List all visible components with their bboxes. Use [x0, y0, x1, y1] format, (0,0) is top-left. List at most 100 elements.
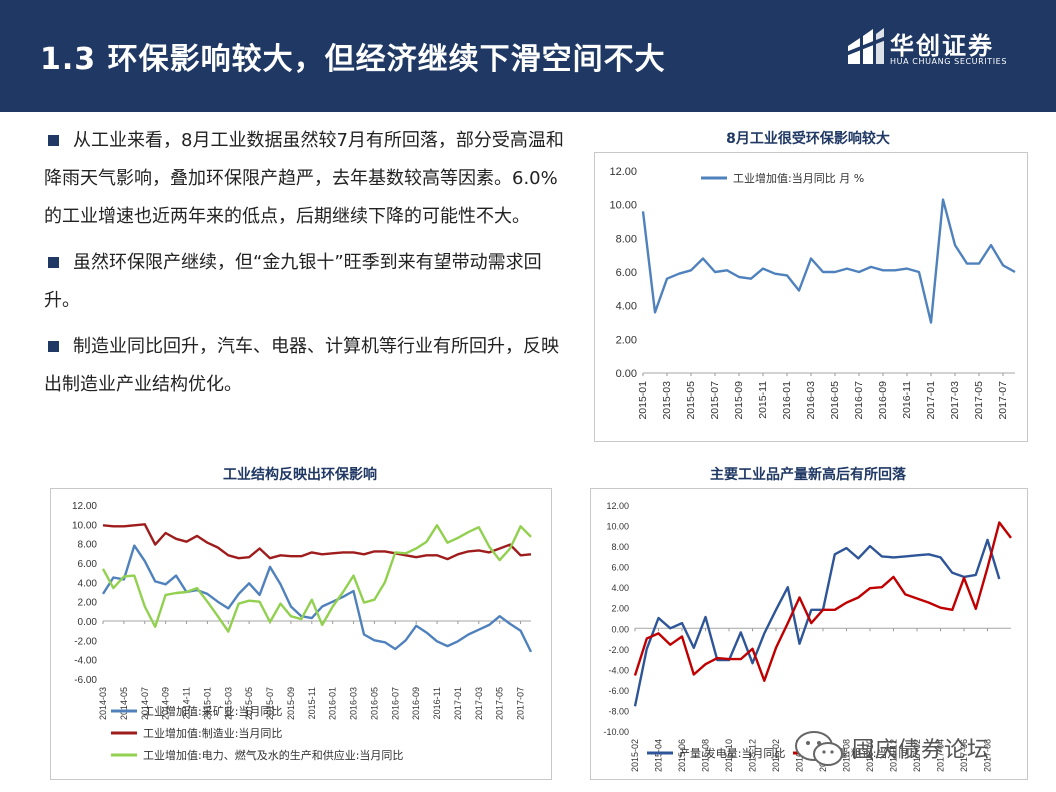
bullet-1: 从工业来看，8月工业数据虽然较7月有所回落，部分受高温和降雨天气影响，叠加环保限…	[44, 122, 564, 236]
logo-mark-icon	[846, 28, 886, 64]
chart3-ytick: -8.00	[608, 706, 629, 716]
chart2-xtick: 2016-09	[411, 687, 421, 720]
chart3-xtick: 2017-08	[983, 739, 993, 772]
chart3-ytick: 0.00	[611, 624, 629, 634]
logo-english-name: HUA CHUANG SECURITIES	[890, 57, 1008, 66]
chart3-legend-label-0: 产量:发电量:当月同比	[679, 746, 785, 760]
chart1-xtick: 2016-05	[829, 381, 841, 420]
chart2-series-2-line	[101, 524, 532, 633]
chart3-xtick: 2017-06	[959, 739, 969, 772]
chart2-xtick: 2017-07	[516, 687, 526, 720]
slide-header: 1.3 环保影响较大，但经济继续下滑空间不大 华创证券 HUA CHUANG S…	[0, 0, 1056, 112]
chart3-ytick: -2.00	[608, 645, 629, 655]
chart2-xtick: 2014-05	[119, 687, 129, 720]
chart1-ytick: 2.00	[616, 334, 637, 346]
chart3-ytick: -4.00	[608, 665, 629, 675]
chart3-ytick: -6.00	[608, 686, 629, 696]
chart2-xtick: 2016-05	[369, 687, 379, 720]
chart3-series-1-line	[633, 521, 1012, 682]
bullet-2: 虽然环保限产继续，但“金九银十”旺季到来有望带动需求回升。	[44, 244, 564, 320]
chart1-xtick: 2016-03	[805, 381, 817, 420]
chart2-ytick: 10.00	[72, 520, 97, 531]
chart2-xtick: 2016-01	[328, 687, 338, 720]
bullet-list: 从工业来看，8月工业数据虽然较7月有所回落，部分受高温和降雨天气影响，叠加环保限…	[44, 122, 564, 412]
chart2-ytick: 6.00	[78, 559, 98, 570]
chart2-ytick: 12.00	[72, 501, 97, 512]
chart3-xtick: 2015-06	[677, 739, 687, 772]
chart1-xtick: 2015-07	[709, 381, 721, 420]
chart2-series-0-line	[101, 544, 533, 653]
chart3-xtick: 2017-04	[936, 739, 946, 772]
chart1-ytick: 8.00	[616, 233, 637, 245]
chart3-ytick: 2.00	[611, 604, 629, 614]
chart2-xtick: 2017-05	[495, 687, 505, 720]
chart3-ytick: 8.00	[611, 542, 629, 552]
chart2-xtick: 2014-07	[140, 687, 150, 720]
watermark: 固庆债券论坛	[790, 728, 1040, 768]
chart3-xtick: 2015-02	[630, 739, 640, 772]
chart2-ytick: -2.00	[74, 636, 97, 647]
chart1-xtick: 2016-01	[781, 381, 793, 420]
bullet-square-icon	[48, 256, 59, 268]
chart1-ytick: 0.00	[616, 368, 637, 380]
chart2-xtick: 2015-01	[202, 687, 212, 720]
bullet-3-text: 制造业同比回升，汽车、电器、计算机等行业有所回升，反映出制造业产业结构优化。	[44, 336, 559, 395]
chart1-xtick: 2016-09	[877, 381, 889, 420]
chart2-xtick: 2015-05	[244, 687, 254, 720]
chart2-ytick: -4.00	[74, 656, 97, 667]
chart3-series-0-line	[633, 538, 1001, 707]
chart1-xtick: 2016-07	[853, 381, 865, 420]
chart3-xtick: 2016-10	[865, 739, 875, 772]
chart1-ytick: 10.00	[609, 200, 637, 212]
chart3-svg: -10.00 -8.00 -6.00 -4.00 -2.00 0.00 2.00 4.00 6.…	[603, 501, 1012, 772]
chart2-svg: -6.00 -4.00 -2.00 0.00 2.00 4.00 6.00 8.00 10.00…	[72, 501, 533, 762]
chart1-xtick: 2017-03	[949, 381, 961, 420]
logo-chinese-name: 华创证券	[890, 32, 994, 60]
chart2-xtick: 2015-09	[286, 687, 296, 720]
chart1-xtick: 2015-05	[685, 381, 697, 420]
bullet-square-icon	[48, 340, 59, 352]
company-logo: 华创证券 HUA CHUANG SECURITIES	[846, 26, 1016, 70]
chart2-ytick: 2.00	[78, 598, 98, 609]
chart1-ytick: 6.00	[616, 267, 637, 279]
chart3-ytick: 12.00	[606, 501, 629, 511]
chart3-xtick: 2017-02	[912, 739, 922, 772]
chart3-xtick: 2015-10	[724, 739, 734, 772]
chart2-xtick: 2014-03	[98, 687, 108, 720]
chart3-industrial-output: -10.00 -8.00 -6.00 -4.00 -2.00 0.00 2.00 4.00 6.…	[590, 488, 1028, 780]
chart3-xtick: 2015-08	[701, 739, 711, 772]
bullet-1-text: 从工业来看，8月工业数据虽然较7月有所回落，部分受高温和降雨天气影响，叠加环保限…	[44, 130, 564, 227]
chart1-xtick: 2016-11	[901, 381, 913, 419]
chart2-xtick: 2017-01	[453, 687, 463, 720]
chart3-legend-label-1: 产量:粗钢:当月同比	[825, 746, 920, 760]
bullet-square-icon	[48, 134, 59, 146]
chart2-xtick: 2016-07	[390, 687, 400, 720]
chart1-ytick: 4.00	[616, 301, 637, 313]
chart2-xtick: 2015-07	[265, 687, 275, 720]
chart3-xtick: 2016-02	[771, 739, 781, 772]
chart1-xtick: 2017-05	[973, 381, 985, 420]
chart2-ytick: 8.00	[78, 540, 98, 551]
bullet-2-text: 虽然环保限产继续，但“金九银十”旺季到来有望带动需求回升。	[44, 252, 542, 311]
chart2-ytick: -6.00	[74, 675, 97, 686]
chart1-title: 8月工业很受环保影响较大	[726, 131, 890, 147]
chart1-industrial-yoy: 0.00 2.00 4.00 6.00 8.00 10.00 12.00 2015-01 201…	[594, 152, 1028, 442]
chart1-xtick: 2017-01	[925, 381, 937, 420]
chart3-xtick: 2016-12	[889, 739, 899, 772]
chart1-xtick: 2015-03	[661, 381, 673, 420]
chart2-industry-structure: -6.00 -4.00 -2.00 0.00 2.00 4.00 6.00 8.00 10.00…	[50, 488, 552, 780]
chart3-ytick: 6.00	[611, 563, 629, 573]
chart2-xtick: 2015-03	[223, 687, 233, 720]
chart3-ytick: -10.00	[603, 727, 629, 737]
chart3-xtick: 2015-12	[748, 739, 758, 772]
chart2-xtick: 2014-11	[182, 687, 192, 719]
chart2-legend-label-0: 工业增加值:采矿业:当月同比	[143, 704, 282, 718]
chart2-legend-label-1: 工业增加值:制造业:当月同比	[143, 726, 282, 740]
chart2-legend-label-2: 工业增加值:电力、燃气及水的生产和供应业:当月同比	[143, 748, 403, 762]
chart1-xtick: 2015-09	[733, 381, 745, 420]
chart2-ytick: 4.00	[78, 578, 98, 589]
chart2-xtick: 2017-03	[474, 687, 484, 720]
chart2-xtick: 2015-11	[307, 687, 317, 719]
chart1-xtick: 2015-11	[757, 381, 769, 419]
chart2-xtick: 2016-03	[349, 687, 359, 720]
